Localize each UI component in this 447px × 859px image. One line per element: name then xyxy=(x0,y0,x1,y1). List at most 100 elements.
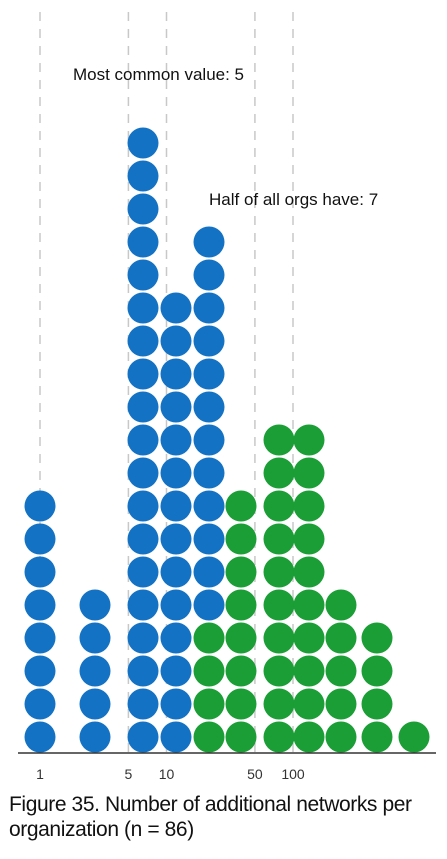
dot-x15-7 xyxy=(263,523,295,555)
dot-x20-1 xyxy=(293,721,325,753)
dot-x4-18 xyxy=(127,160,159,192)
dot-x4-14 xyxy=(127,292,159,324)
dot-x7-3 xyxy=(193,655,225,687)
dot-x10-4 xyxy=(225,622,257,654)
dot-x2-3 xyxy=(79,655,111,687)
dot-x4-12 xyxy=(127,358,159,390)
dot-x4-11 xyxy=(127,391,159,423)
dot-x50-2 xyxy=(361,688,393,720)
dot-x30-5 xyxy=(325,589,357,621)
dot-x15-5 xyxy=(263,589,295,621)
dot-x50-4 xyxy=(361,622,393,654)
dot-x7-5 xyxy=(193,589,225,621)
dot-x5-11 xyxy=(160,391,192,423)
dot-x7-4 xyxy=(193,622,225,654)
dot-x10-1 xyxy=(225,721,257,753)
dot-x1-5 xyxy=(24,589,56,621)
dot-x15-2 xyxy=(263,688,295,720)
dot-x20-2 xyxy=(293,688,325,720)
dot-x4-17 xyxy=(127,193,159,225)
dot-x7-15 xyxy=(193,259,225,291)
dot-x4-6 xyxy=(127,556,159,588)
dot-x4-10 xyxy=(127,424,159,456)
dot-x7-6 xyxy=(193,556,225,588)
dot-x15-8 xyxy=(263,490,295,522)
dot-x4-5 xyxy=(127,589,159,621)
dot-x4-7 xyxy=(127,523,159,555)
dot-x5-12 xyxy=(160,358,192,390)
dot-x5-13 xyxy=(160,325,192,357)
dot-x5-3 xyxy=(160,655,192,687)
dot-x1-6 xyxy=(24,556,56,588)
dot-x10-3 xyxy=(225,655,257,687)
dot-x20-4 xyxy=(293,622,325,654)
dot-columns xyxy=(24,127,430,753)
dot-x4-16 xyxy=(127,226,159,258)
dot-x15-4 xyxy=(263,622,295,654)
dot-x20-5 xyxy=(293,589,325,621)
dot-x10-6 xyxy=(225,556,257,588)
dot-x10-2 xyxy=(225,688,257,720)
dot-x15-10 xyxy=(263,424,295,456)
dot-x20-3 xyxy=(293,655,325,687)
dot-x10-8 xyxy=(225,490,257,522)
dot-x4-9 xyxy=(127,457,159,489)
dot-x4-19 xyxy=(127,127,159,159)
x-tick-label-1: 1 xyxy=(36,766,44,782)
dot-x7-11 xyxy=(193,391,225,423)
dot-x5-14 xyxy=(160,292,192,324)
dot-x4-3 xyxy=(127,655,159,687)
dot-x4-1 xyxy=(127,721,159,753)
dot-x15-1 xyxy=(263,721,295,753)
dot-x4-13 xyxy=(127,325,159,357)
dot-x30-1 xyxy=(325,721,357,753)
dot-x10-7 xyxy=(225,523,257,555)
dot-x5-8 xyxy=(160,490,192,522)
dot-x1-1 xyxy=(24,721,56,753)
dot-x30-3 xyxy=(325,655,357,687)
x-tick-label-10: 10 xyxy=(159,766,175,782)
dot-x7-1 xyxy=(193,721,225,753)
dot-x5-9 xyxy=(160,457,192,489)
dot-x7-12 xyxy=(193,358,225,390)
dot-x5-4 xyxy=(160,622,192,654)
dot-x20-10 xyxy=(293,424,325,456)
dot-x4-8 xyxy=(127,490,159,522)
dot-x2-2 xyxy=(79,688,111,720)
dot-x10-5 xyxy=(225,589,257,621)
dot-x20-6 xyxy=(293,556,325,588)
dot-x5-10 xyxy=(160,424,192,456)
dot-x20-9 xyxy=(293,457,325,489)
dot-x5-7 xyxy=(160,523,192,555)
dot-x2-4 xyxy=(79,622,111,654)
dot-x7-14 xyxy=(193,292,225,324)
dot-x7-8 xyxy=(193,490,225,522)
dot-x15-3 xyxy=(263,655,295,687)
dot-x50-3 xyxy=(361,655,393,687)
dot-x20-7 xyxy=(293,523,325,555)
dot-x30-2 xyxy=(325,688,357,720)
dot-x1-8 xyxy=(24,490,56,522)
dot-x15-6 xyxy=(263,556,295,588)
mode-annotation: Most common value: 5 xyxy=(73,65,244,84)
x-axis-ticks: 1 5 10 50 100 xyxy=(36,766,305,782)
dot-x7-9 xyxy=(193,457,225,489)
dot-x7-2 xyxy=(193,688,225,720)
dot-x50-1 xyxy=(361,721,393,753)
dot-x7-13 xyxy=(193,325,225,357)
dot-x4-15 xyxy=(127,259,159,291)
dot-x1-2 xyxy=(24,688,56,720)
dot-x100-1 xyxy=(398,721,430,753)
dot-x20-8 xyxy=(293,490,325,522)
dot-x5-6 xyxy=(160,556,192,588)
dot-x15-9 xyxy=(263,457,295,489)
dot-x1-4 xyxy=(24,622,56,654)
dot-histogram-chart: 1 5 10 50 100 Most common value: 5 Half of a… xyxy=(18,12,436,782)
dot-x5-5 xyxy=(160,589,192,621)
dot-x5-2 xyxy=(160,688,192,720)
median-annotation: Half of all orgs have: 7 xyxy=(209,190,378,209)
figure-caption: Figure 35. Number of additional networks… xyxy=(9,793,412,841)
dot-x7-16 xyxy=(193,226,225,258)
x-tick-label-100: 100 xyxy=(281,766,305,782)
dot-x1-3 xyxy=(24,655,56,687)
